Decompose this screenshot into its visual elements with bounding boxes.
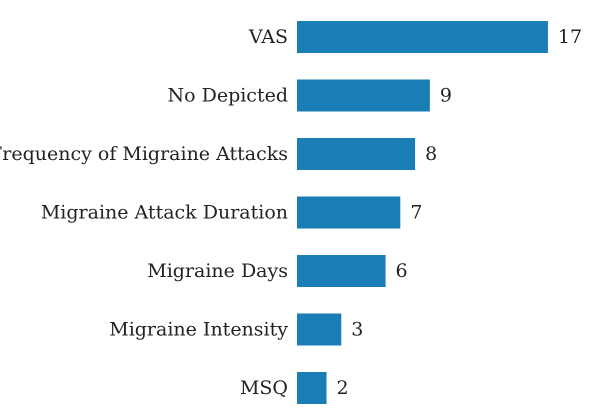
bar	[297, 21, 548, 53]
value-label: 3	[351, 319, 363, 341]
bar	[297, 196, 401, 229]
category-labels-group: VAS No Depicted Frequency of Migraine Atta…	[0, 26, 288, 399]
category-label: VAS	[248, 26, 288, 48]
bar	[297, 138, 416, 170]
category-label: Migraine Attack Duration	[41, 202, 288, 224]
value-labels-group: 17 9 8 7 6 3 2	[337, 26, 583, 399]
bar	[297, 372, 327, 404]
category-label: MSQ	[240, 377, 288, 399]
value-label: 9	[440, 85, 452, 107]
value-label: 17	[558, 26, 582, 48]
category-label: Frequency of Migraine Attacks	[0, 143, 288, 165]
value-label: 8	[425, 143, 437, 165]
value-label: 7	[410, 202, 422, 224]
bar	[297, 79, 430, 112]
category-label: Migraine Days	[147, 260, 288, 282]
category-label: No Depicted	[167, 85, 288, 107]
bar	[297, 255, 386, 287]
value-label: 6	[396, 260, 408, 282]
value-label: 2	[337, 377, 349, 399]
category-label: Migraine Intensity	[109, 319, 288, 341]
bars-group	[297, 21, 548, 404]
bar	[297, 313, 342, 346]
